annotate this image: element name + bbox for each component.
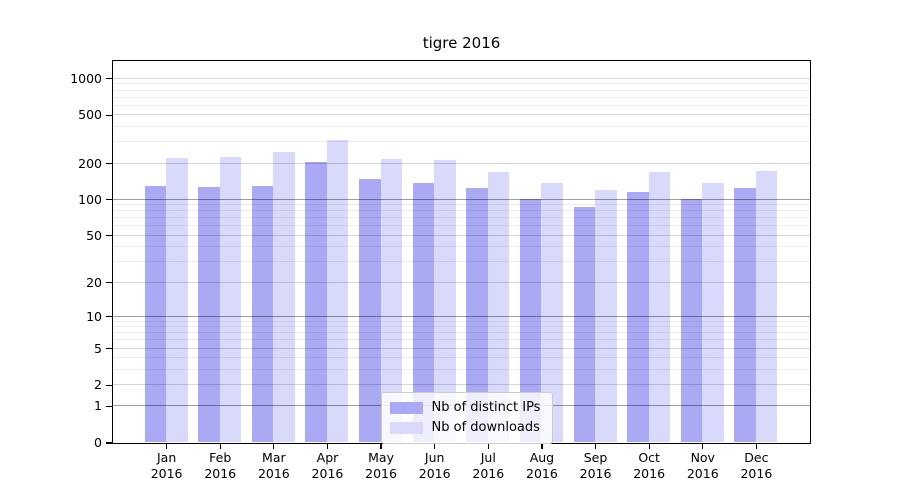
y-tick-0 [105,442,112,444]
bar-downloads-may [380,159,403,443]
bar-downloads-oct [648,171,671,443]
x-tick-jun [434,444,436,449]
y-tick-1 [105,405,112,408]
legend-row-downloads: Nb of downloads [389,418,543,438]
bar-distinct-ips-nov [680,199,703,443]
y-tick-label-20: 20 [86,274,102,290]
bar-downloads-nov [702,183,724,443]
y-tick-2 [105,384,112,386]
y-tick-label-2: 2 [94,377,102,393]
bar-downloads-feb [219,156,242,443]
bar-downloads-sep [595,189,617,443]
x-tick-label-may: May 2016 [365,450,397,481]
y-tick-label-100: 100 [78,191,102,207]
x-tick-label-jul: Jul 2016 [472,450,505,481]
bar-downloads-jun [434,159,456,443]
legend: Nb of distinct IPs Nb of downloads [380,391,553,444]
x-tick-jan [166,444,168,449]
legend-label-distinct-ips: Nb of distinct IPs [431,400,541,415]
y-tick-500 [105,114,112,116]
x-tick-sep [594,444,597,449]
x-tick-feb [219,444,221,449]
bar-downloads-aug [541,182,563,443]
x-tick-dec [755,444,757,449]
chart-title: tigre 2016 [422,34,501,52]
bar-downloads-jan [166,158,188,443]
bar-downloads-jul [487,172,510,443]
bar-downloads-mar [273,151,295,443]
bar-downloads-apr [326,140,349,443]
x-tick-label-nov: Nov 2016 [686,450,719,481]
y-tick-label-50: 50 [86,227,102,243]
y-tick-50 [105,235,112,237]
y-tick-1000 [105,78,112,80]
x-tick-nov [702,444,704,449]
x-tick-label-aug: Aug 2016 [526,450,558,481]
y-tick-200 [105,162,112,165]
y-tick-label-1000: 1000 [70,70,102,86]
x-tick-label-jan: Jan 2016 [150,450,183,481]
x-tick-aug [541,444,543,449]
bar-distinct-ips-apr [305,162,327,443]
x-tick-mar [273,444,275,449]
x-tick-apr [326,444,329,449]
x-tick-label-sep: Sep 2016 [579,450,612,481]
bar-distinct-ips-jan [144,185,167,443]
bar-distinct-ips-jul [466,188,488,443]
y-tick-label-10: 10 [86,308,102,324]
y-tick-label-5: 5 [94,340,102,356]
plot-area: Nb of distinct IPs Nb of downloads [111,59,811,444]
x-tick-label-feb: Feb 2016 [204,450,237,481]
bar-distinct-ips-jun [412,182,435,443]
x-tick-oct [648,444,650,449]
bar-distinct-ips-feb [198,186,220,443]
legend-swatch-distinct-ips [389,401,423,414]
y-tick-label-200: 200 [78,155,102,171]
y-tick-label-500: 500 [78,107,102,123]
y-tick-100 [105,199,112,201]
x-tick-label-jun: Jun 2016 [418,450,451,481]
bar-distinct-ips-dec [734,187,756,443]
y-tick-5 [105,347,112,350]
bar-distinct-ips-oct [627,192,649,443]
y-tick-label-0: 0 [94,435,102,450]
x-tick-label-apr: Apr 2016 [311,450,344,481]
y-tick-20 [105,281,112,284]
bar-distinct-ips-mar [251,186,274,443]
bar-downloads-dec [755,170,778,443]
bar-distinct-ips-sep [573,206,596,443]
legend-label-downloads: Nb of downloads [431,420,540,435]
y-tick-label-1: 1 [94,398,102,414]
x-tick-label-oct: Oct 2016 [633,450,666,481]
x-tick-may [380,444,382,449]
x-tick-jul [487,444,489,449]
x-tick-label-mar: Mar 2016 [257,450,290,481]
x-tick-label-dec: Dec 2016 [740,450,773,481]
bar-distinct-ips-aug [519,199,542,443]
legend-row-distinct-ips: Nb of distinct IPs [389,398,543,418]
legend-swatch-downloads [389,421,423,434]
y-tick-10 [105,316,112,318]
bars-layer [113,61,810,443]
bar-distinct-ips-may [359,179,381,443]
